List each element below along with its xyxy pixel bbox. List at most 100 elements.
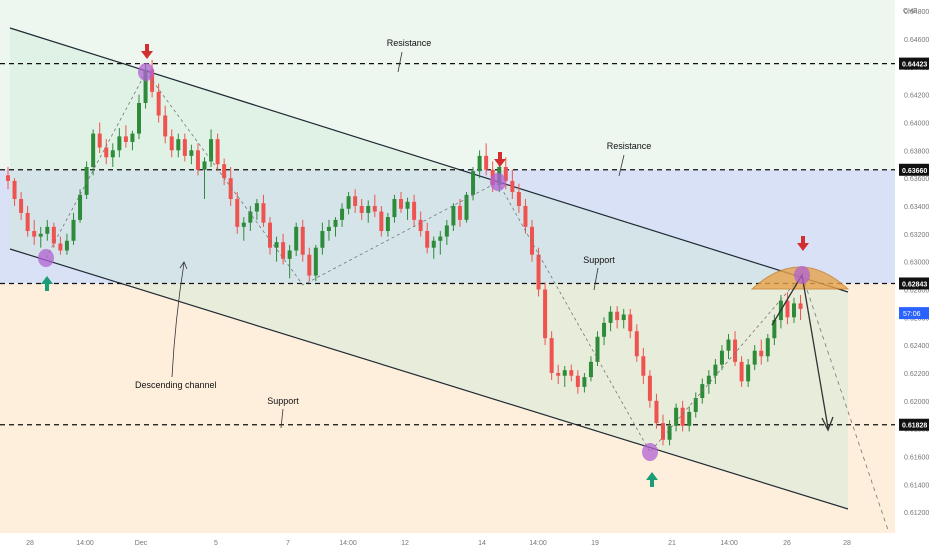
projection-dotted-line bbox=[801, 274, 889, 531]
candle-body bbox=[765, 338, 770, 357]
red-down-arrow-3-shaft bbox=[801, 236, 805, 244]
candle-body bbox=[340, 208, 345, 220]
currency-label: CHF bbox=[903, 8, 917, 15]
candle-body bbox=[385, 217, 390, 232]
candle-body bbox=[97, 133, 102, 148]
candle-body bbox=[536, 254, 541, 290]
candle-body bbox=[346, 196, 351, 209]
candle-body bbox=[602, 322, 607, 337]
candle-body bbox=[228, 178, 233, 200]
candle-body bbox=[530, 226, 534, 255]
red-down-arrow-3-head bbox=[797, 243, 809, 251]
level-price-tag-3: 0.61828 bbox=[902, 423, 927, 430]
candle-body bbox=[693, 398, 698, 412]
green-up-arrow-1-head bbox=[41, 276, 53, 284]
support-label-2-pointer bbox=[280, 408, 284, 429]
red-down-arrow-1-shaft bbox=[145, 44, 149, 52]
candle-body bbox=[457, 205, 462, 220]
y-tick-label: 0.62200 bbox=[904, 371, 929, 378]
candle-body bbox=[595, 336, 600, 362]
candle-body bbox=[150, 69, 155, 92]
level-price-tag-2: 0.62843 bbox=[902, 281, 927, 288]
candle-body bbox=[549, 338, 554, 373]
resistance-label-2: Resistance bbox=[607, 141, 652, 151]
candle-body bbox=[123, 136, 128, 142]
candle-body bbox=[792, 303, 796, 318]
candle-body bbox=[84, 166, 89, 195]
pivot-marker-2 bbox=[490, 173, 506, 191]
resistance-label-1: Resistance bbox=[387, 38, 432, 48]
projection-arrowhead bbox=[821, 416, 834, 432]
pivot-marker-1 bbox=[138, 63, 154, 81]
candle-body bbox=[582, 377, 587, 387]
candle-body bbox=[621, 314, 626, 321]
candle-body bbox=[608, 311, 613, 323]
y-tick-label: 0.62400 bbox=[904, 343, 929, 350]
candle-body bbox=[78, 194, 83, 220]
x-tick-label: 12 bbox=[401, 540, 409, 547]
level-price-tag-bg-2 bbox=[899, 277, 929, 290]
level-price-tag-bg-1 bbox=[899, 163, 929, 176]
channel-label-pointer-head bbox=[179, 261, 188, 270]
candle-body bbox=[510, 180, 515, 193]
candle-body bbox=[379, 211, 384, 232]
candle-body bbox=[143, 69, 148, 103]
support-label-2: Support bbox=[267, 396, 299, 406]
candle-body bbox=[798, 303, 803, 309]
x-tick-label: 14 bbox=[478, 540, 486, 547]
y-tick-label: 0.61400 bbox=[904, 482, 929, 489]
zigzag-path bbox=[45, 71, 803, 453]
top-zone bbox=[0, 0, 895, 170]
candle-body bbox=[209, 139, 214, 162]
y-tick-label: 0.64200 bbox=[904, 93, 929, 100]
channel-label: Descending channel bbox=[135, 380, 217, 390]
candle-body bbox=[313, 247, 318, 276]
candle-body bbox=[130, 133, 135, 142]
y-tick-label: 0.61600 bbox=[904, 454, 929, 461]
time-axis bbox=[0, 533, 932, 550]
candle-body bbox=[156, 91, 161, 116]
candle-body bbox=[588, 361, 593, 378]
x-tick-label: 14:00 bbox=[339, 540, 357, 547]
candle-body bbox=[176, 139, 181, 151]
candle-body bbox=[484, 155, 489, 170]
x-tick-label: 28 bbox=[843, 540, 851, 547]
candle-body bbox=[6, 175, 10, 181]
level-price-tag-bg-0 bbox=[899, 57, 929, 70]
x-tick-label: 7 bbox=[286, 540, 290, 547]
x-tick-label: 21 bbox=[668, 540, 676, 547]
x-tick-label: 14:00 bbox=[720, 540, 738, 547]
y-tick-label: 0.63800 bbox=[904, 148, 929, 155]
level-price-tag-bg-3 bbox=[899, 418, 929, 431]
candle-body bbox=[667, 425, 672, 440]
candle-body bbox=[281, 242, 286, 259]
candle-body bbox=[307, 254, 312, 276]
orange-zone bbox=[0, 283, 895, 533]
red-down-arrow-1 bbox=[141, 44, 153, 59]
candle-body bbox=[91, 133, 96, 167]
candle-body bbox=[680, 407, 685, 426]
y-tick-label: 0.64600 bbox=[904, 37, 929, 44]
pivot-marker-0 bbox=[38, 249, 54, 267]
candle-body bbox=[654, 400, 659, 424]
candle-body bbox=[785, 300, 790, 318]
candle-body bbox=[294, 226, 299, 251]
candle-body bbox=[739, 361, 744, 382]
candle-body bbox=[12, 180, 17, 200]
candle-body bbox=[215, 139, 220, 165]
candle-body bbox=[261, 203, 266, 223]
red-down-arrow-2-head bbox=[494, 159, 506, 167]
x-tick-label: 14:00 bbox=[529, 540, 547, 547]
candle-body bbox=[713, 364, 718, 376]
candle-body bbox=[431, 240, 436, 248]
channel-lower-line bbox=[9, 248, 849, 510]
candle-body bbox=[647, 375, 652, 401]
candle-body bbox=[759, 350, 764, 357]
candle-body bbox=[405, 201, 410, 209]
candle-body bbox=[523, 205, 528, 227]
candle-body bbox=[399, 199, 403, 209]
candle-body bbox=[543, 289, 548, 339]
x-tick-label: 14:00 bbox=[76, 540, 94, 547]
pivot-marker-3 bbox=[642, 443, 658, 461]
